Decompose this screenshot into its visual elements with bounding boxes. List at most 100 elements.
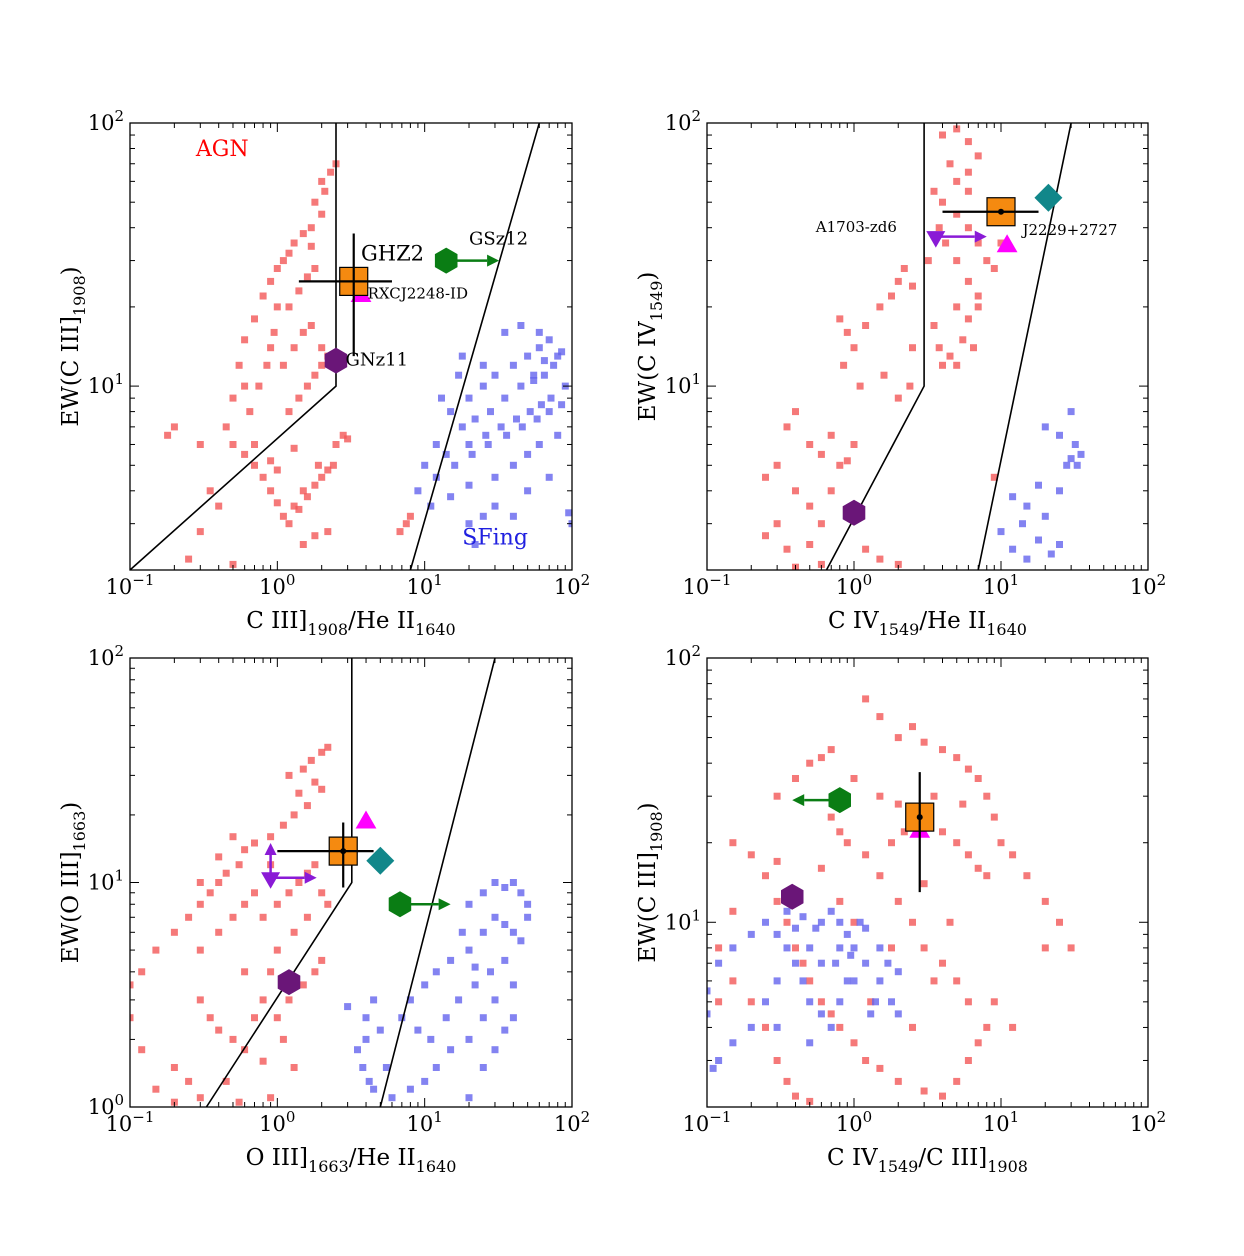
- sf-point: [421, 1077, 429, 1085]
- sf-point: [501, 1026, 509, 1034]
- agn-point: [279, 361, 287, 369]
- agn-point: [817, 864, 825, 872]
- sf-point: [558, 348, 566, 356]
- agn-point: [279, 1035, 287, 1043]
- agn-point: [836, 897, 844, 905]
- sf-point: [545, 336, 553, 344]
- agn-point: [215, 502, 223, 510]
- sf-point: [484, 441, 492, 448]
- sf-point: [537, 401, 545, 409]
- agn-point: [974, 239, 982, 247]
- sf-point: [997, 528, 1005, 536]
- x-tick-label: 102: [554, 571, 590, 599]
- agn-point: [327, 168, 335, 176]
- agn-point: [273, 499, 281, 507]
- agn-point: [295, 789, 303, 797]
- agn-point: [285, 889, 293, 897]
- sf-point: [482, 431, 490, 439]
- agn-point: [876, 303, 884, 311]
- x-tick-label: 100: [259, 571, 295, 599]
- agn-point: [762, 872, 769, 880]
- sf-point: [447, 408, 455, 416]
- agn-point: [303, 273, 311, 281]
- agn-point: [953, 257, 961, 265]
- agn-point: [953, 361, 961, 369]
- agn-point: [196, 441, 204, 448]
- agn-point: [307, 756, 315, 764]
- sf-point: [817, 959, 825, 967]
- agn-point: [267, 487, 275, 495]
- sf-point: [427, 502, 435, 510]
- sf-point: [888, 998, 895, 1006]
- sf-point: [344, 1003, 352, 1011]
- sf-point: [447, 1046, 455, 1054]
- agn-point: [267, 1094, 275, 1102]
- sf-point: [465, 1035, 473, 1043]
- agn-point: [953, 754, 961, 762]
- sf-point: [783, 907, 791, 915]
- sf-point: [729, 944, 737, 952]
- sf-point: [540, 357, 548, 365]
- agn-point: [964, 187, 972, 195]
- agn-point: [964, 315, 972, 323]
- agn-point: [953, 1077, 961, 1085]
- agn-point: [747, 851, 755, 859]
- agn-point: [827, 1010, 835, 1018]
- agn-point: [222, 869, 230, 877]
- agn-point: [273, 946, 281, 954]
- sf-point: [491, 996, 499, 1004]
- agn-point: [164, 431, 172, 439]
- agn-point: [311, 265, 319, 272]
- agn-point: [259, 913, 267, 921]
- agn-point: [130, 981, 134, 989]
- sf-point: [545, 473, 553, 481]
- sf-point: [465, 900, 473, 908]
- agn-point: [894, 1077, 902, 1085]
- sf-point: [762, 998, 769, 1006]
- sf-point: [535, 344, 543, 352]
- agn-point: [311, 532, 319, 540]
- agn-point: [318, 210, 326, 218]
- agn-point: [783, 423, 791, 431]
- sf-point: [843, 977, 851, 985]
- agn-point: [990, 265, 998, 272]
- agn-point: [311, 371, 319, 379]
- sf-point: [540, 371, 548, 379]
- agn-point: [339, 431, 347, 439]
- agn-point: [974, 1039, 982, 1047]
- agn-point: [888, 292, 895, 300]
- panel-civ-ciii: 10−1 100 101 102 101 102 C IV1549/C III]1908 EW…: [635, 642, 1166, 1176]
- sf-point: [501, 884, 509, 891]
- agn-point: [222, 1077, 230, 1085]
- agn-point: [792, 408, 799, 416]
- marker-triangle-down: [926, 230, 987, 248]
- sf-point: [518, 423, 526, 431]
- agn-point: [329, 461, 337, 469]
- agn-point: [196, 946, 204, 954]
- agn-point: [876, 792, 884, 800]
- annotation-label: GSz12: [469, 229, 528, 250]
- agn-point: [964, 277, 972, 285]
- sf-point: [365, 1077, 373, 1085]
- agn-point: [285, 249, 293, 257]
- agn-point: [894, 897, 902, 905]
- agn-point: [259, 292, 267, 300]
- agn-point: [876, 713, 884, 721]
- agn-point: [273, 900, 281, 908]
- agn-point: [964, 138, 972, 146]
- agn-point: [222, 423, 230, 431]
- sf-point: [517, 382, 525, 390]
- agn-point: [850, 918, 858, 926]
- sf-point: [773, 1023, 781, 1031]
- sf-point: [817, 918, 825, 926]
- agn-point: [806, 502, 814, 510]
- plot-area: [130, 658, 532, 1107]
- agn-point: [920, 1087, 928, 1095]
- sf-point: [359, 1064, 367, 1071]
- sf-point: [862, 924, 870, 932]
- axes-frame: [706, 122, 1149, 571]
- agn-point: [983, 1023, 991, 1031]
- agn-point: [773, 461, 781, 469]
- sf-point: [487, 968, 494, 976]
- sf-point: [524, 352, 532, 360]
